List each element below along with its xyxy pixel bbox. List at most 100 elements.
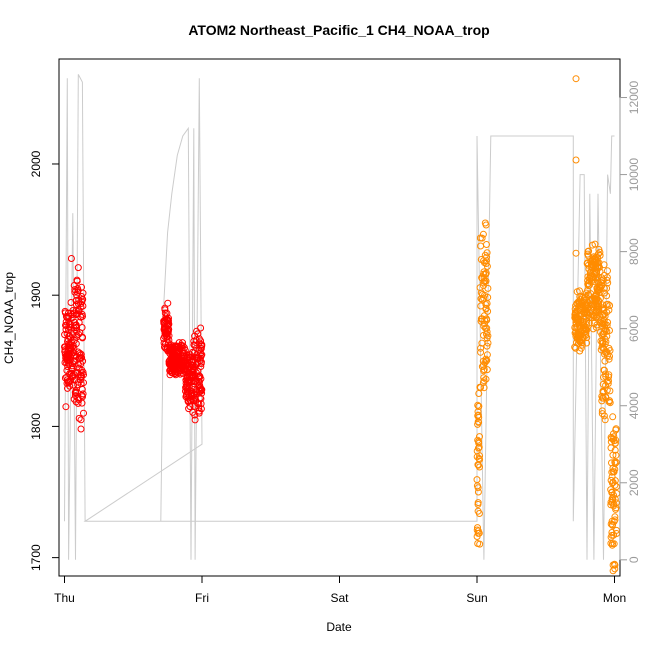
data-point xyxy=(475,418,483,426)
y2-tick-label: 4000 xyxy=(627,392,641,419)
data-point xyxy=(607,486,615,494)
series-2 xyxy=(160,299,206,424)
data-point xyxy=(68,364,76,372)
x-tick-label: Fri xyxy=(195,591,209,605)
data-point xyxy=(600,320,608,328)
data-point xyxy=(483,342,491,350)
data-point xyxy=(61,331,69,339)
data-point xyxy=(476,433,483,441)
data-point xyxy=(69,371,77,379)
data-point xyxy=(609,413,617,421)
data-point xyxy=(80,379,87,387)
y2-tick-label: 6000 xyxy=(627,315,641,342)
data-point xyxy=(599,301,607,309)
data-point xyxy=(604,380,612,387)
data-point xyxy=(197,345,205,353)
data-point xyxy=(78,385,86,393)
data-point xyxy=(571,329,579,337)
data-point xyxy=(611,513,619,521)
data-point xyxy=(611,560,618,568)
data-point xyxy=(185,405,193,413)
data-point xyxy=(608,459,615,467)
data-point xyxy=(164,299,172,307)
data-point xyxy=(474,408,482,416)
y-tick-label: 1700 xyxy=(29,544,43,571)
data-point xyxy=(161,306,169,314)
data-point xyxy=(605,373,613,381)
data-point xyxy=(605,398,613,406)
data-point xyxy=(612,451,620,459)
data-point xyxy=(197,358,205,366)
data-point xyxy=(160,339,168,347)
data-point xyxy=(599,380,607,388)
data-point xyxy=(477,315,485,323)
data-point xyxy=(598,410,606,418)
y-tick-label: 1800 xyxy=(29,413,43,440)
data-point xyxy=(190,378,198,386)
y-tick-label: 1900 xyxy=(29,282,43,309)
data-point xyxy=(480,294,488,302)
series-1 xyxy=(61,255,87,433)
data-point xyxy=(571,343,579,351)
data-point xyxy=(594,250,602,258)
data-point xyxy=(479,230,487,238)
data-point xyxy=(191,416,199,424)
data-point xyxy=(473,476,481,484)
data-point xyxy=(597,278,605,286)
data-point xyxy=(578,339,586,347)
data-point xyxy=(74,287,82,294)
data-point xyxy=(584,298,592,306)
data-point xyxy=(474,499,482,507)
data-point xyxy=(474,461,482,469)
data-point xyxy=(197,324,205,332)
data-point xyxy=(79,393,86,401)
data-point xyxy=(584,252,592,260)
axes-layer: Thu Fri Sat Sun Mon 1700 1800 1900 2000 0 2000 4000… xyxy=(29,81,641,605)
y-axis-label: CH4_NOAA_trop xyxy=(2,272,16,364)
data-point xyxy=(475,510,483,517)
data-point xyxy=(161,329,169,337)
data-point xyxy=(608,541,616,549)
data-point xyxy=(480,274,488,282)
data-point xyxy=(606,387,614,395)
data-point xyxy=(475,403,483,410)
data-point xyxy=(75,364,83,372)
data-point xyxy=(160,317,168,325)
data-point xyxy=(483,366,491,374)
data-point xyxy=(572,156,580,164)
data-point xyxy=(597,337,605,345)
data-point xyxy=(473,453,481,461)
data-point xyxy=(195,400,203,408)
data-point xyxy=(571,311,579,319)
data-point xyxy=(195,409,203,417)
data-point xyxy=(195,377,202,385)
data-point xyxy=(481,219,489,227)
data-point xyxy=(74,264,82,272)
data-point xyxy=(480,366,488,374)
data-point xyxy=(66,332,74,340)
data-point xyxy=(598,407,606,415)
data-point xyxy=(474,484,482,492)
data-point xyxy=(583,260,591,268)
data-point xyxy=(572,75,580,83)
data-point xyxy=(474,412,482,420)
data-point xyxy=(607,520,615,528)
data-point xyxy=(171,352,179,359)
data-point xyxy=(578,336,586,344)
data-point xyxy=(600,284,608,292)
data-point xyxy=(587,258,595,266)
data-point xyxy=(610,430,617,438)
data-point xyxy=(161,332,169,340)
data-point xyxy=(169,366,176,374)
data-point xyxy=(67,255,75,262)
data-point xyxy=(479,296,486,304)
data-point xyxy=(480,384,488,392)
data-point xyxy=(592,302,600,310)
data-point xyxy=(182,365,190,373)
data-point xyxy=(585,247,593,255)
data-point xyxy=(194,399,202,407)
data-point xyxy=(476,284,484,292)
data-point xyxy=(183,351,190,359)
data-point xyxy=(194,367,202,375)
